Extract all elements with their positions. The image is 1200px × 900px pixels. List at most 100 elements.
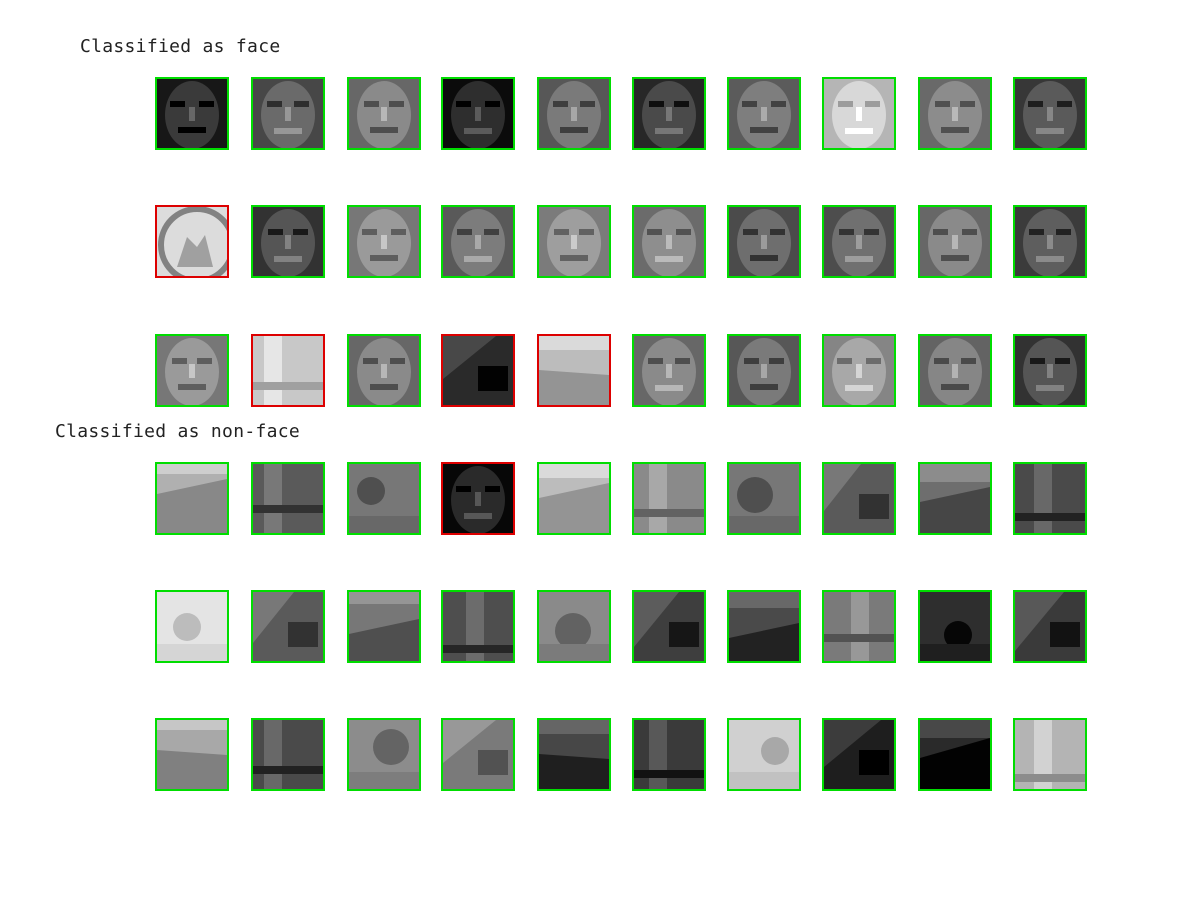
face-image xyxy=(443,207,513,276)
face-image xyxy=(539,79,609,148)
thumbnail-correct-scene xyxy=(822,590,896,663)
thumbnail-correct-face xyxy=(822,77,896,150)
scene-image xyxy=(349,720,419,789)
face-image xyxy=(634,336,704,405)
face-image xyxy=(443,79,513,148)
face-image xyxy=(920,79,990,148)
thumbnail-misclassified-emblem xyxy=(155,205,229,278)
thumbnail-correct-scene xyxy=(347,462,421,535)
thumbnail-correct-scene xyxy=(918,718,992,791)
scene-image xyxy=(349,464,419,533)
scene-image xyxy=(920,720,990,789)
thumbnail-correct-face xyxy=(632,77,706,150)
thumbnail-misclassified-scene xyxy=(251,334,325,407)
thumbnail-correct-scene xyxy=(251,718,325,791)
scene-image xyxy=(920,592,990,661)
section-title-face: Classified as face xyxy=(80,36,281,57)
thumbnail-correct-face xyxy=(347,334,421,407)
thumbnail-correct-face xyxy=(1013,334,1087,407)
section-title-non-face: Classified as non-face xyxy=(55,421,301,442)
face-image xyxy=(157,336,227,405)
thumbnail-correct-face xyxy=(727,334,801,407)
face-image xyxy=(729,79,799,148)
scene-image xyxy=(443,336,513,405)
face-image xyxy=(539,207,609,276)
scene-image xyxy=(443,720,513,789)
scene-image xyxy=(253,336,323,405)
thumbnail-correct-face xyxy=(822,334,896,407)
thumbnail-correct-scene xyxy=(251,462,325,535)
thumbnail-correct-face xyxy=(1013,77,1087,150)
scene-image xyxy=(634,464,704,533)
scene-image xyxy=(824,720,894,789)
scene-image xyxy=(539,464,609,533)
face-image xyxy=(157,79,227,148)
thumbnail-correct-scene xyxy=(632,718,706,791)
scene-image xyxy=(157,592,227,661)
thumbnail-correct-scene xyxy=(155,718,229,791)
thumbnail-correct-face xyxy=(918,77,992,150)
thumbnail-correct-face xyxy=(632,205,706,278)
thumbnail-correct-scene xyxy=(632,462,706,535)
scene-image xyxy=(634,720,704,789)
scene-image xyxy=(539,720,609,789)
scene-image xyxy=(157,720,227,789)
scene-image xyxy=(253,720,323,789)
thumbnail-correct-scene xyxy=(347,590,421,663)
thumbnail-misclassified-face xyxy=(441,462,515,535)
thumbnail-correct-face xyxy=(347,77,421,150)
face-image xyxy=(1015,336,1085,405)
face-image xyxy=(1015,207,1085,276)
thumbnail-correct-face xyxy=(155,334,229,407)
face-image xyxy=(729,336,799,405)
scene-image xyxy=(539,592,609,661)
thumbnail-correct-face xyxy=(537,205,611,278)
scene-image xyxy=(1015,720,1085,789)
thumbnail-correct-scene xyxy=(918,462,992,535)
thumbnail-correct-scene xyxy=(632,590,706,663)
scene-image xyxy=(539,336,609,405)
face-image xyxy=(349,79,419,148)
face-image xyxy=(253,207,323,276)
scene-image xyxy=(729,464,799,533)
thumbnail-correct-face xyxy=(918,205,992,278)
face-image xyxy=(824,336,894,405)
scene-image xyxy=(729,720,799,789)
scene-image xyxy=(1015,464,1085,533)
thumbnail-correct-face xyxy=(537,77,611,150)
thumbnail-correct-face xyxy=(632,334,706,407)
face-image xyxy=(349,336,419,405)
scene-image xyxy=(253,464,323,533)
scene-image xyxy=(253,592,323,661)
thumbnail-correct-scene xyxy=(347,718,421,791)
face-image xyxy=(349,207,419,276)
face-image xyxy=(634,207,704,276)
thumbnail-correct-scene xyxy=(537,718,611,791)
scene-image xyxy=(729,592,799,661)
thumbnail-correct-scene xyxy=(155,462,229,535)
face-image xyxy=(1015,79,1085,148)
face-image xyxy=(729,207,799,276)
thumbnail-correct-scene xyxy=(1013,462,1087,535)
thumbnail-correct-scene xyxy=(441,718,515,791)
thumbnail-misclassified-scene xyxy=(537,334,611,407)
thumbnail-correct-face xyxy=(918,334,992,407)
face-image xyxy=(634,79,704,148)
thumbnail-correct-face xyxy=(727,205,801,278)
thumbnail-correct-face xyxy=(251,205,325,278)
thumbnail-correct-face xyxy=(347,205,421,278)
thumbnail-correct-scene xyxy=(537,462,611,535)
thumbnail-correct-scene xyxy=(918,590,992,663)
scene-image xyxy=(920,464,990,533)
thumbnail-correct-scene xyxy=(822,462,896,535)
scene-image xyxy=(1015,592,1085,661)
scene-image xyxy=(443,592,513,661)
face-image xyxy=(824,79,894,148)
thumbnail-correct-face xyxy=(441,205,515,278)
thumbnail-correct-scene xyxy=(727,718,801,791)
thumbnail-correct-face xyxy=(1013,205,1087,278)
thumbnail-correct-scene xyxy=(251,590,325,663)
thumbnail-correct-scene xyxy=(537,590,611,663)
thumbnail-correct-face xyxy=(822,205,896,278)
